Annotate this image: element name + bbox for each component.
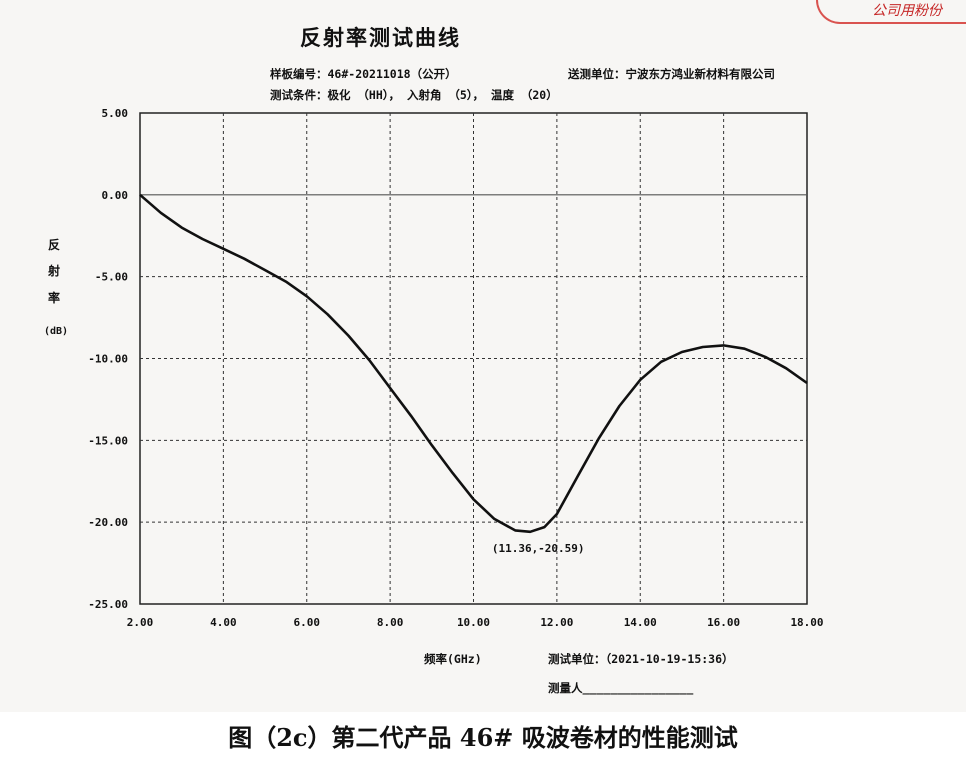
x-tick-label: 4.00	[210, 616, 237, 629]
x-tick-label: 8.00	[377, 616, 404, 629]
y-tick-label: -5.00	[95, 271, 128, 284]
y-tick-label: -25.00	[88, 598, 128, 611]
y-tick-label: -20.00	[88, 516, 128, 529]
x-tick-label: 16.00	[707, 616, 740, 629]
figure-caption: 图（2c）第二代产品 46# 吸波卷材的性能测试	[228, 723, 738, 752]
x-axis-label: 频率(GHz)	[424, 652, 482, 666]
tester-signature-line: 测量人________________	[548, 681, 694, 695]
test-time: 测试单位：（2021-10-19-15:36）	[548, 652, 734, 666]
reflectivity-chart: 2.00 4.00 6.00 8.00 10.00 12.00 14.00 16.00 18.0…	[88, 107, 823, 629]
y-axis-label-char-1: 反	[47, 238, 60, 252]
y-tick-label: -15.00	[88, 434, 128, 447]
x-tick-label: 18.00	[790, 616, 823, 629]
submitting-unit: 送测单位：宁波东方鸿业新材料有限公司	[568, 67, 775, 81]
scanned-paper	[0, 0, 966, 712]
x-tick-label: 2.00	[127, 616, 154, 629]
reflectivity-curve	[139, 193, 808, 534]
y-tick-label: 0.00	[102, 189, 129, 202]
chart-title: 反射率测试曲线	[300, 25, 461, 50]
x-tick-label: 10.00	[457, 616, 490, 629]
minimum-point-annotation: (11.36,-20.59)	[492, 542, 585, 555]
y-tick-label: 5.00	[102, 107, 129, 120]
sample-number: 样板编号：46#-20211018（公开）	[270, 67, 457, 81]
y-axis-unit: (dB)	[44, 326, 69, 337]
y-tick-label: -10.00	[88, 353, 128, 366]
test-conditions: 测试条件：极化 （HH）， 入射角 （5）， 温度 （20）	[270, 88, 558, 102]
x-tick-label: 14.00	[624, 616, 657, 629]
x-tick-label: 6.00	[294, 616, 321, 629]
y-axis-label-char-3: 率	[47, 291, 60, 305]
x-tick-label: 12.00	[540, 616, 573, 629]
y-axis-label-char-2: 射	[47, 264, 60, 278]
